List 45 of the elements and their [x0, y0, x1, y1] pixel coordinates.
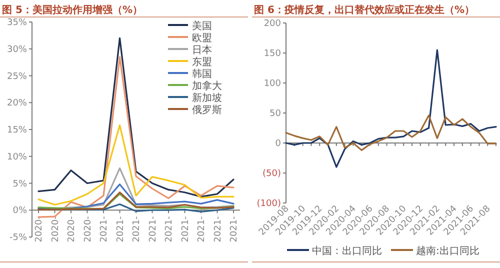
x-tick-label: 2021- — [100, 216, 110, 242]
y-tick-label: -5% — [9, 233, 28, 243]
y-tick-label: 100 — [264, 79, 282, 89]
legend-label: 新加坡 — [192, 92, 222, 104]
y-tick-label: 20% — [6, 98, 28, 109]
y-tick-label: 15% — [6, 126, 28, 136]
x-tick-label: 2020- — [83, 216, 94, 242]
y-tick-label: (100) — [256, 199, 281, 209]
legend-label: 加拿大 — [192, 80, 222, 92]
chart-title: 图 6：疫情反复，出口替代效应或正在发生（%） — [254, 4, 474, 16]
legend-label: 东盟 — [192, 56, 212, 68]
y-tick-label: 150 — [264, 49, 282, 59]
y-tick-label: 30% — [6, 44, 28, 55]
legend-label: 欧盟 — [192, 32, 212, 44]
x-tick-label: 2020- — [34, 216, 44, 242]
line-series — [38, 56, 234, 218]
x-tick-label: 2021- — [148, 216, 158, 242]
line-series — [38, 124, 234, 206]
y-tick-label: 0% — [12, 206, 28, 216]
y-tick-label: 25% — [6, 72, 28, 82]
y-tick-label: 200 — [264, 19, 282, 29]
y-tick-label: 50 — [270, 109, 282, 119]
y-tick-label: 35% — [6, 18, 28, 28]
y-tick-label: 5% — [12, 179, 28, 190]
legend-label: 美国 — [192, 20, 212, 32]
x-tick-label: 2021- — [230, 216, 240, 242]
x-tick-label: 2021- — [213, 216, 224, 242]
x-tick-label: 2020- — [67, 216, 77, 242]
line-series — [285, 49, 497, 168]
x-tick-label: 2021- — [116, 216, 126, 242]
x-tick-label: 2021- — [180, 216, 191, 242]
x-tick-label: 2021- — [197, 216, 207, 242]
x-tick-label: 2021- — [164, 216, 174, 242]
legend-label: 韩国 — [192, 68, 212, 80]
y-tick-label: (50) — [262, 169, 281, 179]
legend-label: 日本 — [192, 44, 212, 56]
x-tick-label: 2021- — [132, 216, 142, 242]
x-tick-label: 2020- — [50, 216, 61, 242]
y-tick-label: 0 — [275, 139, 282, 149]
y-tick-label: 10% — [6, 152, 28, 162]
legend-label: 越南:出口同比 — [416, 245, 480, 257]
legend-label: 中国：出口同比 — [312, 245, 382, 257]
legend-label: 俄罗斯 — [192, 104, 222, 116]
chart-title: 图 5：美国拉动作用增强（%） — [2, 4, 142, 16]
line-series — [285, 114, 497, 151]
